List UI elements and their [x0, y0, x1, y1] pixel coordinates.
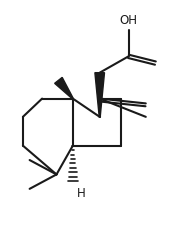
Polygon shape [95, 73, 105, 117]
Polygon shape [55, 78, 73, 99]
Text: OH: OH [120, 14, 137, 27]
Text: H: H [77, 186, 85, 199]
